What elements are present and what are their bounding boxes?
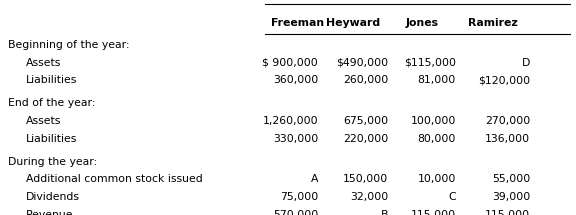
Text: Revenue: Revenue — [26, 210, 74, 215]
Text: 360,000: 360,000 — [273, 75, 318, 85]
Text: 330,000: 330,000 — [273, 134, 318, 144]
Text: 1,260,000: 1,260,000 — [263, 116, 318, 126]
Text: 81,000: 81,000 — [418, 75, 456, 85]
Text: 270,000: 270,000 — [485, 116, 530, 126]
Text: 39,000: 39,000 — [492, 192, 530, 202]
Text: 150,000: 150,000 — [343, 174, 388, 184]
Text: D: D — [522, 58, 530, 68]
Text: 220,000: 220,000 — [343, 134, 388, 144]
Text: 260,000: 260,000 — [343, 75, 388, 85]
Text: Liabilities: Liabilities — [26, 75, 77, 85]
Text: Ramirez: Ramirez — [468, 18, 518, 28]
Text: Freeman: Freeman — [271, 18, 324, 28]
Text: 570,000: 570,000 — [273, 210, 318, 215]
Text: Liabilities: Liabilities — [26, 134, 77, 144]
Text: 55,000: 55,000 — [492, 174, 530, 184]
Text: End of the year:: End of the year: — [8, 98, 96, 108]
Text: B: B — [381, 210, 388, 215]
Text: Assets: Assets — [26, 116, 62, 126]
Text: $115,000: $115,000 — [404, 58, 456, 68]
Text: 115,000: 115,000 — [485, 210, 530, 215]
Text: Jones: Jones — [406, 18, 438, 28]
Text: 136,000: 136,000 — [485, 134, 530, 144]
Text: 115,000: 115,000 — [411, 210, 456, 215]
Text: 80,000: 80,000 — [418, 134, 456, 144]
Text: 675,000: 675,000 — [343, 116, 388, 126]
Text: 75,000: 75,000 — [280, 192, 318, 202]
Text: 32,000: 32,000 — [350, 192, 388, 202]
Text: Additional common stock issued: Additional common stock issued — [26, 174, 203, 184]
Text: A: A — [310, 174, 318, 184]
Text: Dividends: Dividends — [26, 192, 80, 202]
Text: $ 900,000: $ 900,000 — [262, 58, 318, 68]
Text: 10,000: 10,000 — [418, 174, 456, 184]
Text: $490,000: $490,000 — [336, 58, 388, 68]
Text: C: C — [448, 192, 456, 202]
Text: Assets: Assets — [26, 58, 62, 68]
Text: During the year:: During the year: — [8, 157, 97, 167]
Text: $120,000: $120,000 — [478, 75, 530, 85]
Text: Heyward: Heyward — [326, 18, 380, 28]
Text: Beginning of the year:: Beginning of the year: — [8, 40, 130, 50]
Text: 100,000: 100,000 — [411, 116, 456, 126]
